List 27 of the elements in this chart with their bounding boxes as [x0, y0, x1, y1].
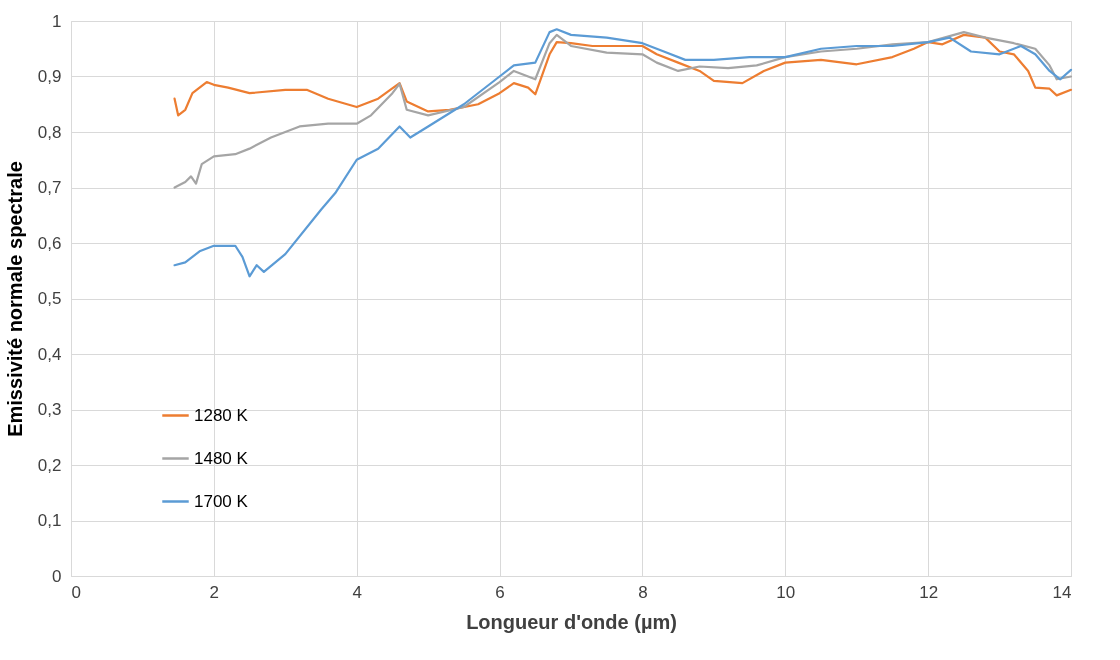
y-tick-label: 0,2 [37, 455, 62, 475]
y-tick-label: 0 [52, 566, 62, 586]
legend-label: 1280 K [194, 405, 249, 425]
legend-label: 1700 K [194, 491, 249, 511]
x-tick-label: 10 [776, 582, 796, 602]
x-tick-label: 12 [919, 582, 939, 602]
line-series [173, 33, 1073, 117]
x-tick-label: 4 [352, 582, 362, 602]
y-tick-label: 0,1 [37, 511, 62, 530]
x-tick-label: 14 [1052, 582, 1072, 602]
y-axis-title: Emissivité normale spectrale [3, 161, 26, 437]
x-tick-label: 0 [71, 582, 81, 602]
y-tick-label: 0,5 [37, 289, 62, 308]
x-axis-title: Longueur d'onde (µm) [466, 610, 677, 633]
x-tick-label: 6 [495, 582, 505, 602]
y-tick-label: 1 [52, 11, 62, 31]
legend-label: 1480 K [194, 448, 249, 468]
x-tick-label: 2 [209, 582, 220, 602]
y-tick-label: 0,9 [37, 67, 62, 86]
line-series [173, 28, 1073, 278]
y-tick-label: 0,4 [37, 344, 62, 364]
y-tick-label: 0,3 [37, 400, 62, 419]
y-tick-label: 0,7 [37, 178, 62, 197]
line-series [173, 31, 1073, 189]
y-tick-label: 0,6 [37, 233, 62, 253]
x-tick-label: 8 [638, 582, 648, 602]
y-tick-label: 0,8 [37, 122, 62, 142]
